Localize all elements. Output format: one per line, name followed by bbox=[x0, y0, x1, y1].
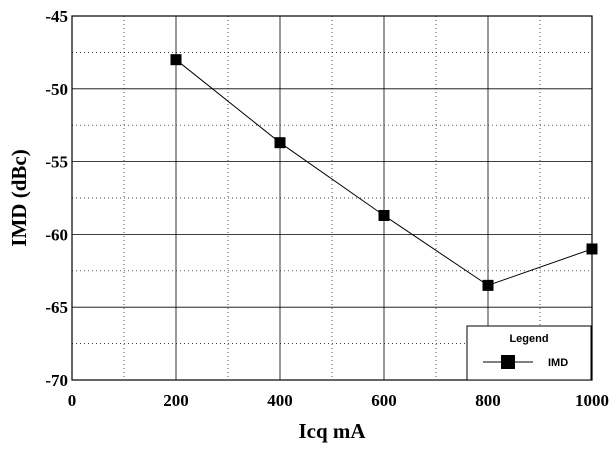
x-tick-label: 200 bbox=[163, 391, 189, 410]
legend-marker-sample bbox=[501, 355, 515, 369]
y-tick-label: -70 bbox=[45, 371, 68, 390]
data-point bbox=[482, 279, 494, 291]
plot-frame bbox=[71, 15, 593, 381]
x-tick-label: 400 bbox=[267, 391, 293, 410]
x-tick-label: 0 bbox=[68, 391, 77, 410]
x-tick-labels: 0 200 400 600 800 1000 bbox=[68, 391, 609, 410]
y-tick-label: -50 bbox=[45, 80, 68, 99]
legend: Legend IMD bbox=[466, 325, 592, 381]
grid-lines bbox=[72, 16, 592, 380]
data-point bbox=[170, 54, 182, 66]
y-axis-title: IMD (dBc) bbox=[7, 149, 31, 246]
data-point bbox=[586, 243, 598, 255]
y-tick-label: -65 bbox=[45, 298, 68, 317]
legend-entry-imd: IMD bbox=[548, 357, 568, 369]
series-layer bbox=[170, 54, 598, 291]
x-tick-label: 800 bbox=[475, 391, 501, 410]
legend-title: Legend bbox=[509, 333, 548, 345]
x-tick-label: 1000 bbox=[575, 391, 609, 410]
data-point bbox=[378, 209, 390, 221]
x-tick-label: 600 bbox=[371, 391, 397, 410]
y-tick-labels: -45 -50 -55 -60 -65 -70 bbox=[45, 7, 68, 390]
y-tick-label: -45 bbox=[45, 7, 68, 26]
y-tick-label: -60 bbox=[45, 225, 68, 244]
legend-box bbox=[466, 325, 592, 381]
data-point bbox=[274, 137, 286, 149]
x-axis-title: Icq mA bbox=[298, 419, 366, 443]
y-tick-label: -55 bbox=[45, 153, 68, 172]
